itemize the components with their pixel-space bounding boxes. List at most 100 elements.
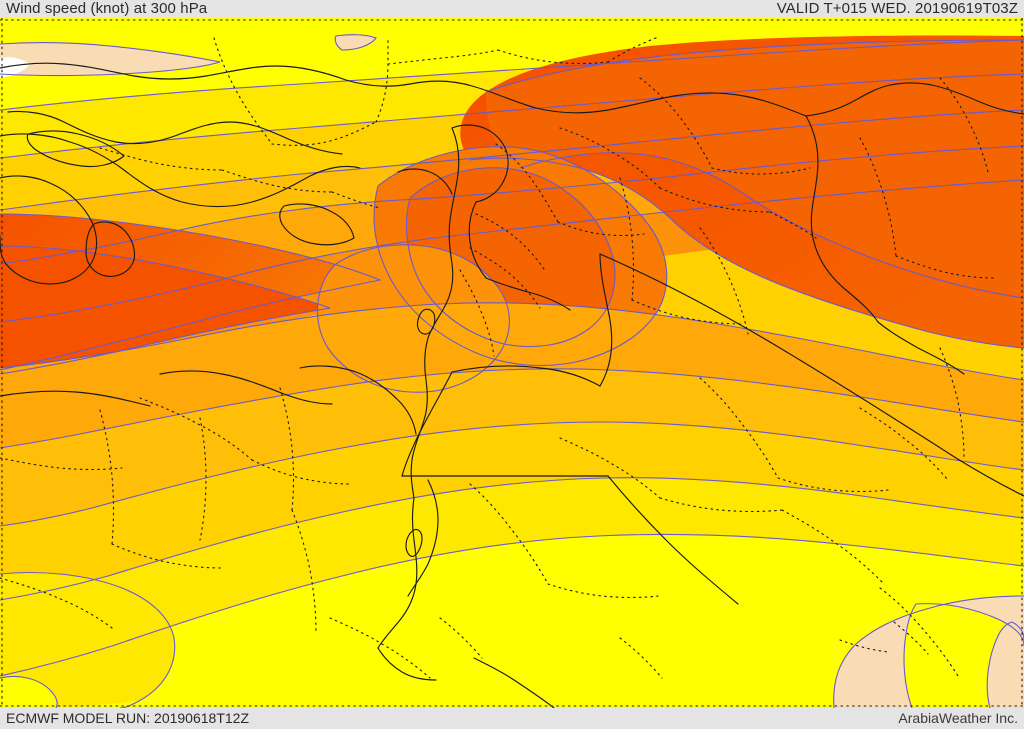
- border-saudi-yemen: [473, 657, 555, 708]
- dead-sea: [416, 308, 436, 335]
- page-title: Wind speed (knot) at 300 hPa: [6, 0, 208, 17]
- contour-line-9: [0, 477, 1024, 601]
- coastline-libya: [0, 390, 151, 407]
- coastline-aegean-island: [26, 130, 125, 168]
- coastline-cyprus: [279, 203, 355, 246]
- border-saudi-iraq: [599, 253, 1024, 497]
- dotted-border-iraq-6: [699, 227, 749, 335]
- model-run-label: ECMWF MODEL RUN: 20190618T12Z: [6, 710, 249, 726]
- map-footer-bar: ECMWF MODEL RUN: 20190618T12Z ArabiaWeat…: [0, 708, 1024, 729]
- coastline-iskenderun-bay: [397, 168, 453, 195]
- border-iraq-iran-south: [877, 321, 965, 375]
- contour-lines-layer: [0, 34, 1024, 708]
- dotted-border-egypt-2: [251, 459, 351, 485]
- contour-line-sw-pocket: [0, 571, 176, 708]
- dotted-border-egypt-7: [291, 509, 317, 633]
- dotted-border-saudi-4: [659, 497, 783, 513]
- contour-line-sw-pocket-inner: [0, 675, 58, 708]
- coastline-anatolia-north: [7, 110, 343, 155]
- band-lightgold-central: [0, 477, 1024, 676]
- band-yellow-south: [0, 534, 1024, 708]
- border-jordan-west: [401, 371, 453, 477]
- dotted-border-iran-2: [895, 255, 995, 279]
- dotted-border-aegean: [99, 147, 223, 171]
- band-orange-central: [0, 302, 1024, 448]
- border-iraq-iran: [805, 115, 879, 323]
- band-gold-southwest-pocket: [0, 572, 175, 708]
- contour-line-peach-topcenter: [334, 34, 377, 51]
- contour-line-4: [0, 145, 1024, 265]
- coastline-red-sea-south: [377, 647, 437, 681]
- contour-line-10: [0, 533, 1024, 677]
- coastline-levant-east-mediterranean: [410, 127, 460, 499]
- red-sea-island: [405, 528, 423, 557]
- dotted-border-egypt-8: [0, 457, 123, 471]
- border-syria-south: [485, 277, 571, 311]
- coastline-north-africa: [159, 370, 333, 405]
- border-syria-west: [468, 201, 487, 279]
- dotted-border-iraq-4: [659, 187, 771, 213]
- contour-line-6: [0, 302, 1024, 381]
- band-jet-core-left: [0, 246, 330, 374]
- coastline-crete: [85, 221, 136, 277]
- dotted-border-iran-1: [859, 137, 897, 257]
- contour-line-ne-3: [519, 152, 1024, 299]
- dotted-border-iraq-2: [711, 167, 811, 175]
- border-lebanon: [451, 124, 509, 203]
- contour-line-levant-mid: [317, 244, 510, 393]
- dotted-border-saudi-11: [879, 587, 959, 677]
- dotted-border-saudi-13: [893, 621, 929, 655]
- dotted-border-syria-3: [475, 213, 547, 273]
- band-peach-southeast-inner: [987, 622, 1024, 708]
- dotted-border-saudi-6: [699, 377, 779, 479]
- dotted-border-saudi-3: [559, 437, 661, 499]
- contour-line-1: [0, 39, 1024, 111]
- dotted-border-saudi-5: [781, 509, 883, 583]
- border-jordan-east: [599, 253, 613, 387]
- dotted-border-saudi-9: [939, 347, 965, 459]
- coastline-gulf-of-aqaba: [407, 479, 439, 597]
- wind-speed-contour-map[interactable]: [0, 18, 1024, 708]
- dotted-border-egypt-5: [111, 543, 223, 569]
- border-turkey-east: [805, 82, 1024, 117]
- dotted-border-iraq-1: [639, 77, 713, 169]
- contour-line-8: [0, 421, 1024, 527]
- band-white-min-topleft: [0, 57, 30, 78]
- dotted-border-iraq-8: [631, 299, 743, 325]
- contour-line-7: [0, 368, 1024, 449]
- border-saudi-central: [607, 475, 739, 605]
- contour-line-5: [0, 179, 1024, 323]
- contour-line-jet-outer: [0, 213, 382, 371]
- contour-line-levant-core: [405, 167, 616, 348]
- dotted-border-saudi-12: [839, 639, 889, 653]
- contour-line-levant-outer: [373, 146, 668, 367]
- dotted-border-saudi-14: [619, 637, 663, 679]
- dotted-border-anatolia-4: [387, 49, 499, 65]
- dotted-border-egypt-4: [99, 409, 115, 545]
- coastline-anatolia-south: [0, 133, 361, 208]
- coastline-nile-delta: [299, 365, 417, 435]
- coastline-border-layer: [0, 62, 1024, 708]
- band-peach-topleft: [0, 42, 220, 76]
- dotted-border-aegean-3: [331, 191, 381, 209]
- dotted-border-iraq-7: [619, 177, 635, 301]
- border-jordan-north: [451, 365, 601, 387]
- band-peach-topcenter: [335, 34, 376, 50]
- contour-line-peach-topleft: [0, 42, 221, 77]
- dotted-border-saudi-10: [439, 617, 483, 659]
- dotted-border-egypt-10: [329, 617, 431, 679]
- brand-attribution: ArabiaWeather Inc.: [898, 710, 1018, 726]
- dotted-border-egypt-9: [0, 577, 113, 629]
- band-red-orange-syria: [486, 40, 1024, 298]
- internal-dotted-borders-layer: [0, 18, 1024, 708]
- dotted-border-egypt-1: [139, 397, 253, 461]
- contour-line-ne-1: [485, 39, 1024, 93]
- coastline-black-sea-north: [0, 62, 411, 87]
- dotted-border-saudi-1: [469, 483, 549, 585]
- contour-line-ne-2: [469, 157, 1024, 349]
- coastline-greece-peninsula: [0, 175, 98, 285]
- dotted-border-anatolia-2: [271, 121, 377, 146]
- dotted-border-anatolia-1: [213, 37, 273, 145]
- dotted-border-egypt-6: [279, 387, 295, 511]
